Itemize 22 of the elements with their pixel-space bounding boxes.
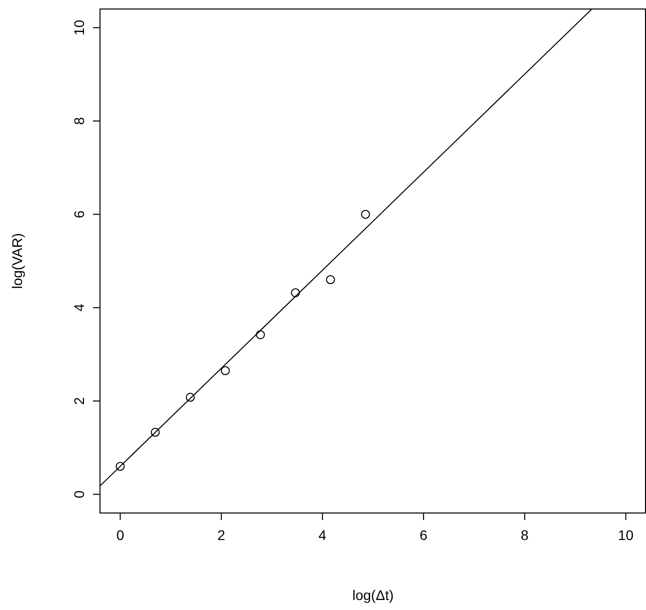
y-axis-title: log(VAR) (9, 233, 25, 289)
y-tick-label: 10 (71, 20, 87, 36)
x-tick-label: 10 (618, 527, 634, 543)
y-tick-label: 6 (71, 210, 87, 218)
point (186, 392, 195, 402)
y-tick-label: 4 (71, 304, 87, 312)
point (220, 366, 230, 376)
y-tick-label: 8 (71, 116, 87, 125)
point (361, 210, 370, 219)
y-tick-label: 2 (71, 396, 87, 405)
x-tick-label: 8 (520, 527, 529, 543)
x-tick-label: 6 (420, 527, 428, 543)
x-axis-title: log(Δt) (352, 587, 394, 603)
point (326, 275, 335, 284)
x-tick-label: 2 (217, 527, 226, 543)
point (256, 330, 265, 340)
point (290, 288, 300, 298)
x-tick-label: 0 (116, 527, 124, 543)
point (150, 428, 160, 437)
x-tick-label: 4 (318, 527, 327, 543)
point (116, 462, 125, 471)
y-tick-label: 0 (71, 490, 87, 498)
